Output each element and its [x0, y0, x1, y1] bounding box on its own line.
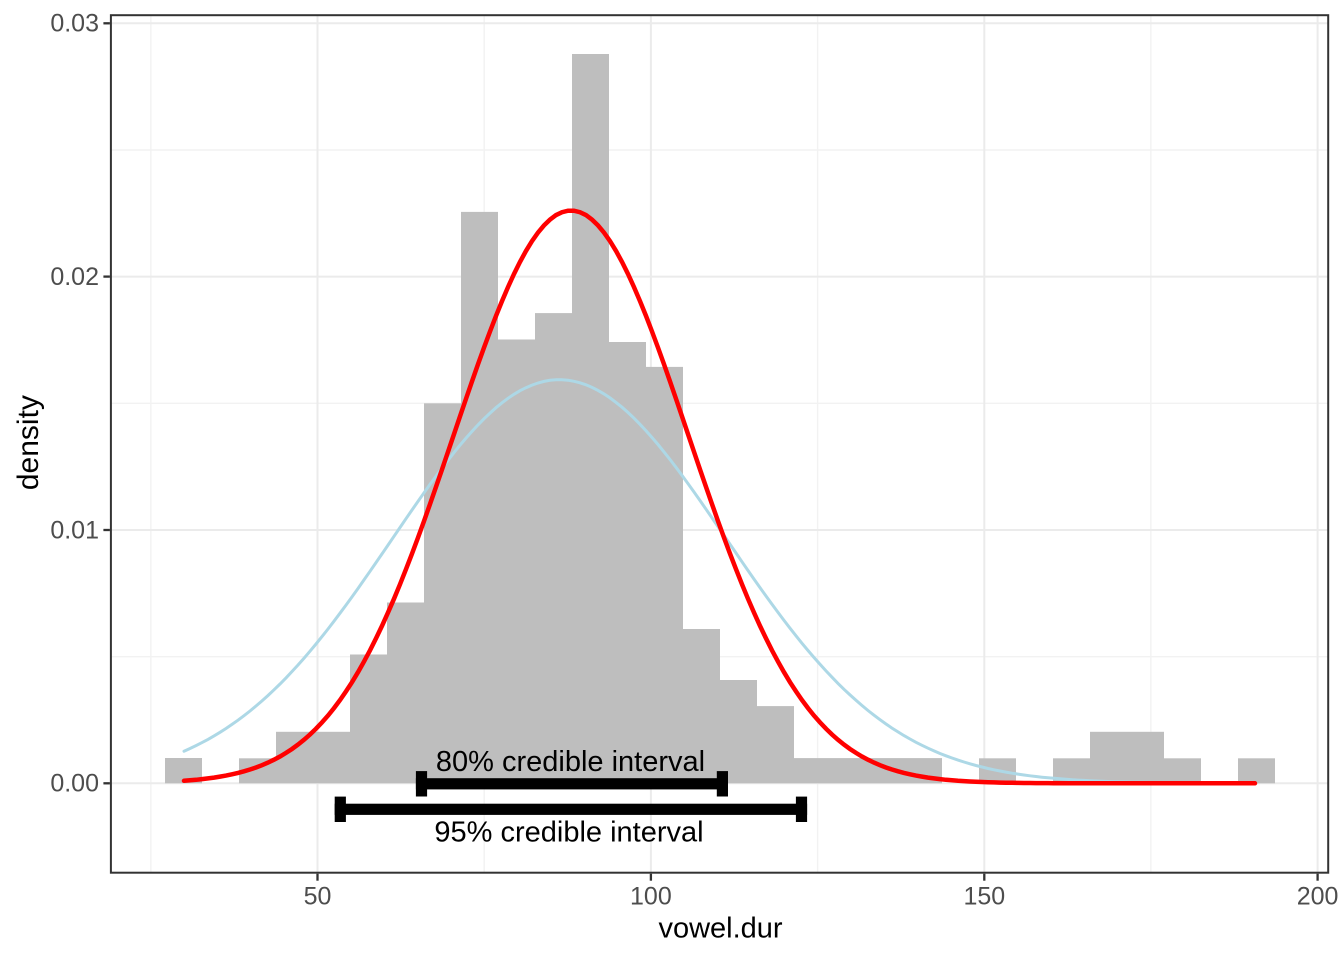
svg-text:95% credible interval: 95% credible interval [434, 817, 703, 849]
svg-text:80% credible interval: 80% credible interval [436, 746, 705, 778]
svg-text:vowel.dur: vowel.dur [658, 912, 782, 944]
svg-text:150: 150 [963, 882, 1005, 910]
svg-text:0.03: 0.03 [50, 10, 99, 38]
svg-text:200: 200 [1297, 882, 1339, 910]
svg-text:0.01: 0.01 [50, 516, 99, 544]
svg-text:0.02: 0.02 [50, 263, 99, 291]
svg-text:density: density [12, 395, 45, 490]
svg-text:50: 50 [304, 882, 332, 910]
svg-text:0.00: 0.00 [50, 770, 99, 798]
svg-text:100: 100 [630, 882, 672, 910]
